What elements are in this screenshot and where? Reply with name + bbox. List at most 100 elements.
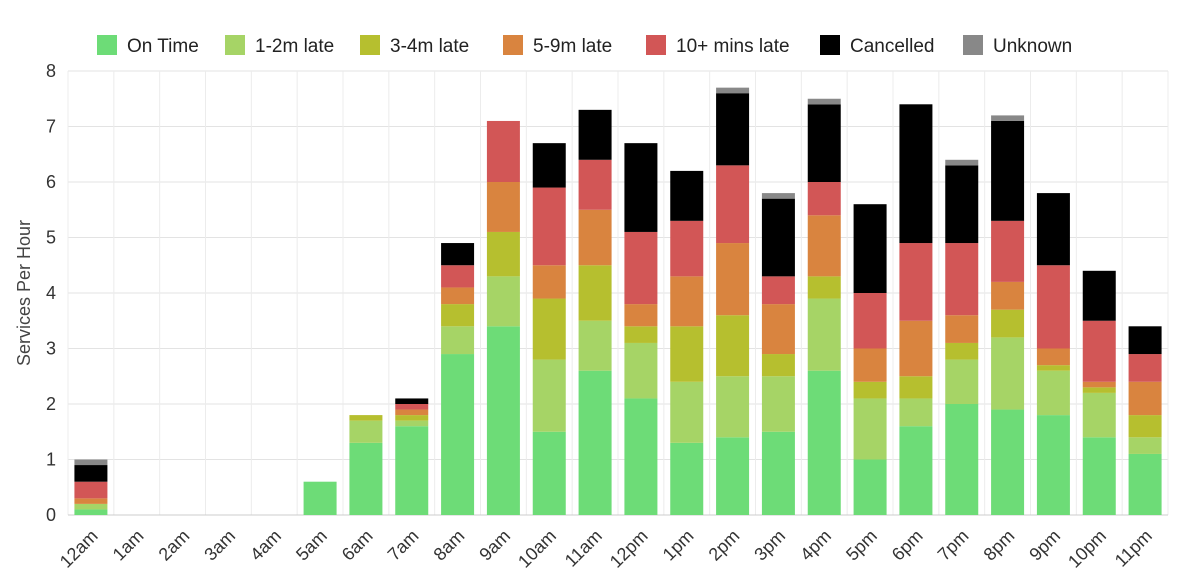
bar-5pm-cancelled [853,204,887,293]
bar-9pm-3-4m-late [1036,365,1070,371]
bar-9am-on-time [486,326,520,515]
bar-8am-1-2m-late [441,326,475,355]
legend-item-10-mins-late[interactable]: 10+ mins late [646,35,790,57]
y-tick-label: 6 [46,172,56,192]
bar-3pm-5-9m-late [761,304,795,355]
bar-12am-on-time [74,509,108,515]
bar-10am-3-4m-late [532,298,566,360]
bar-7pm-cancelled [945,165,979,244]
bar-7am-3-4m-late [395,415,429,421]
bar-2pm-on-time [716,437,750,515]
bar-8am-cancelled [441,243,475,266]
bar-5pm-3-4m-late [853,381,887,399]
bar-stack-7am [395,398,429,515]
x-tick-label: 4pm [796,526,835,565]
bar-9am-3-4m-late [486,231,520,277]
bar-stack-8am [441,243,475,515]
bar-10am-on-time [532,431,566,515]
bar-2pm-1-2m-late [716,376,750,438]
legend-item-1-2m-late[interactable]: 1-2m late [225,35,334,57]
bar-stack-8pm [991,115,1025,515]
legend: On Time 1-2m late 3-4m late 5-9m late 10+ mi… [97,35,1072,57]
bar-12am-unknown [74,459,108,466]
x-tick-label: 3pm [750,526,789,565]
bar-12pm-cancelled [624,143,658,232]
bar-2pm-5-9m-late [716,243,750,316]
bar-11am-3-4m-late [578,265,612,321]
legend-label: 1-2m late [255,36,334,57]
bar-stack-6am [349,415,383,515]
bar-9pm-10-mins-late [1036,265,1070,349]
bar-1pm-5-9m-late [670,276,704,327]
legend-swatch [360,35,380,55]
bar-10am-10-mins-late [532,187,566,266]
bar-6pm-5-9m-late [899,320,933,377]
bar-10pm-3-4m-late [1082,387,1116,393]
bar-stack-12pm [624,143,658,515]
bar-4pm-unknown [807,98,841,105]
legend-label: Cancelled [850,36,935,57]
bar-6pm-on-time [899,426,933,515]
bar-6pm-1-2m-late [899,398,933,427]
y-tick-label: 1 [46,450,56,470]
legend-item-on-time[interactable]: On Time [97,35,199,57]
bar-10pm-1-2m-late [1082,392,1116,438]
bar-8pm-3-4m-late [991,309,1025,338]
bar-11am-cancelled [578,109,612,160]
bar-7am-cancelled [395,398,429,404]
bar-7am-10-mins-late [395,404,429,410]
y-tick-label: 3 [46,339,56,359]
y-tick-label: 2 [46,394,56,414]
bar-stack-5am [303,481,337,515]
x-tick-label: 2am [155,526,194,565]
bar-9pm-cancelled [1036,193,1070,266]
bar-12pm-10-mins-late [624,231,658,305]
legend-item-unknown[interactable]: Unknown [963,35,1072,57]
bar-stack-6pm [899,104,933,515]
bar-4pm-3-4m-late [807,276,841,299]
bar-9am-5-9m-late [486,182,520,232]
bar-2pm-10-mins-late [716,165,750,244]
legend-item-5-9m-late[interactable]: 5-9m late [503,35,612,57]
bar-8am-10-mins-late [441,265,475,288]
bar-6pm-3-4m-late [899,376,933,399]
bar-7am-on-time [395,426,429,515]
bar-stack-9pm [1036,193,1070,515]
bar-11pm-3-4m-late [1128,415,1162,438]
x-tick-label: 4am [246,526,285,565]
bar-12am-5-9m-late [74,498,108,504]
legend-label: 10+ mins late [676,36,790,57]
bar-12am-10-mins-late [74,481,108,499]
bar-stack-11pm [1128,326,1162,515]
bar-11am-1-2m-late [578,320,612,371]
bar-10pm-on-time [1082,437,1116,515]
bar-stack-3pm [761,193,795,515]
bar-3pm-1-2m-late [761,376,795,432]
y-axis: 0 1 2 3 4 5 6 7 8 [46,61,56,525]
bar-10am-cancelled [532,143,566,188]
bar-stack-10pm [1082,270,1116,515]
bar-stack-11am [578,109,612,515]
legend-swatch [503,35,523,55]
bar-11pm-5-9m-late [1128,381,1162,416]
grid-lines [67,70,1169,516]
bar-8pm-1-2m-late [991,337,1025,410]
x-axis: 12am 1am 2am 3am 4am 5am 6am 7am 8am 9am 10am 11am 1… [56,526,1156,572]
bar-7pm-unknown [945,159,979,166]
legend-item-cancelled[interactable]: Cancelled [820,35,935,57]
bar-stack-1pm [670,170,704,515]
bar-12pm-on-time [624,398,658,515]
legend-item-3-4m-late[interactable]: 3-4m late [360,35,469,57]
bar-6pm-cancelled [899,104,933,244]
bar-1pm-on-time [670,442,704,515]
legend-swatch [963,35,983,55]
bar-3pm-cancelled [761,198,795,277]
x-tick-label: 12am [56,526,102,572]
bar-3pm-10-mins-late [761,276,795,305]
bar-stack-10am [532,143,566,515]
x-tick-label: 8pm [980,526,1019,565]
bar-7am-5-9m-late [395,409,429,416]
y-tick-label: 7 [46,117,56,137]
y-tick-label: 5 [46,228,56,248]
bar-10am-5-9m-late [532,265,566,299]
